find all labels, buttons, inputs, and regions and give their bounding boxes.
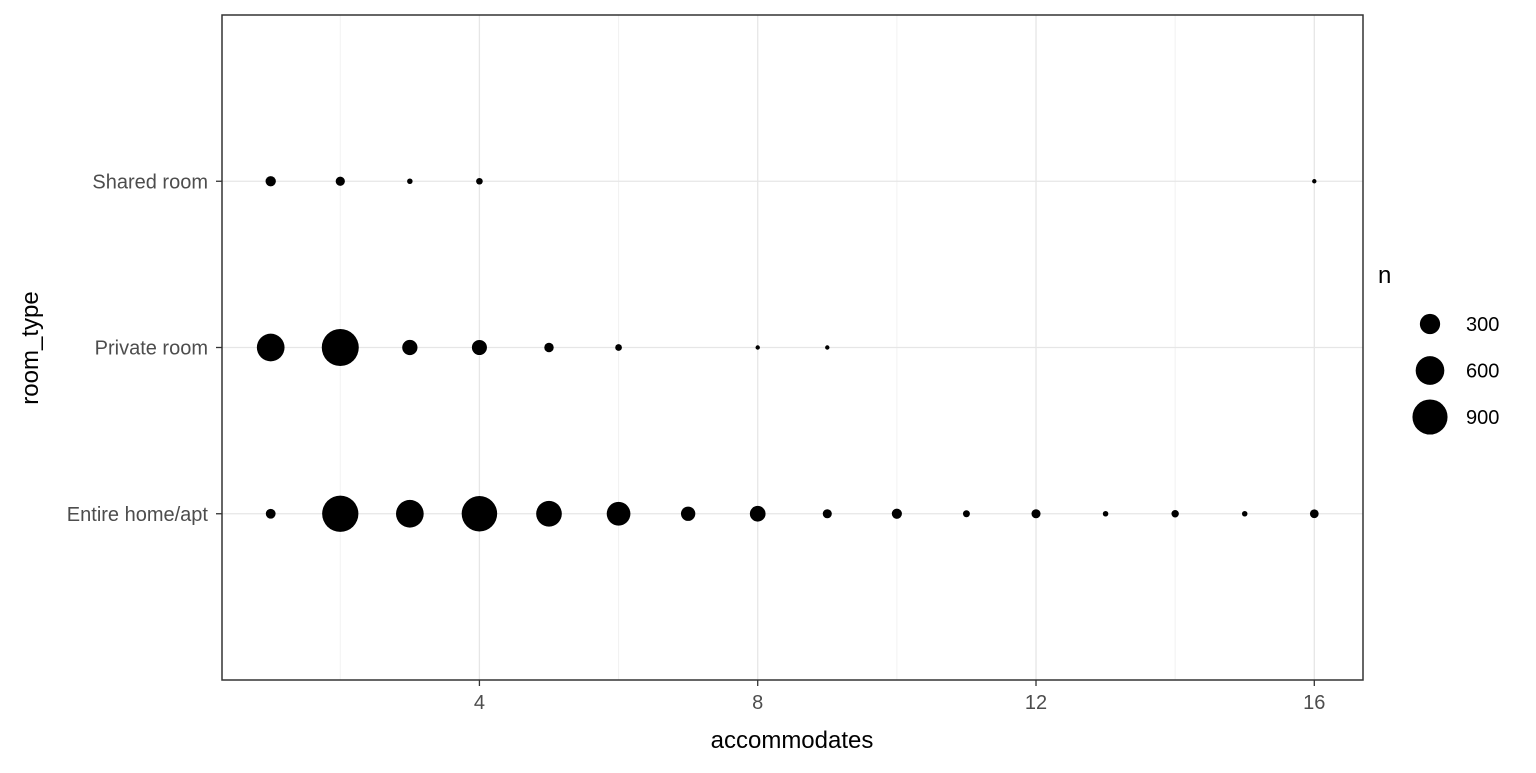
data-point [1031,509,1041,519]
x-tick-label: 16 [1303,692,1325,714]
data-point [402,339,418,356]
x-axis-title: accommodates [711,727,874,754]
data-point [536,500,562,527]
legend-key-symbol [1419,313,1441,335]
x-tick-label: 8 [752,692,763,714]
x-tick-label: 4 [474,692,485,714]
data-point [755,345,760,350]
legend-title: n [1378,262,1391,289]
points-layer [256,176,1319,532]
data-point [335,176,345,186]
data-point [476,177,483,185]
data-point [265,508,276,519]
data-point [1309,509,1319,519]
y-axis: Entire home/apt Private room Shared room [67,171,222,526]
data-point [680,506,696,521]
data-point [471,339,487,356]
data-point [544,342,554,353]
data-point [962,510,970,518]
data-point [1241,511,1248,517]
data-point [822,509,832,519]
legend-key-label: 900 [1466,407,1499,429]
data-point [825,345,830,350]
data-point [891,508,902,519]
legend-key-symbol [1415,356,1445,385]
data-point [1312,179,1317,184]
legend-keys: 300 600 900 [1412,313,1499,435]
legend-key-label: 300 [1466,314,1499,336]
data-point [749,505,766,522]
data-point [615,344,622,351]
grid-layer [222,15,1363,680]
data-point [256,333,285,362]
data-point [606,501,631,526]
data-point [1102,511,1109,517]
data-point [396,499,424,528]
data-point [461,496,498,532]
x-tick-label: 12 [1025,692,1047,714]
legend-key-label: 600 [1466,361,1499,383]
data-point [321,329,359,366]
data-point [407,178,413,184]
legend: n 300 600 900 [1378,262,1499,435]
data-point [1171,510,1179,518]
x-axis: 4 8 12 16 [474,680,1325,714]
y-tick-label: Entire home/apt [67,504,209,526]
data-point [265,176,276,187]
legend-key-symbol [1412,399,1448,435]
y-tick-label: Private room [95,338,208,360]
y-tick-label: Shared room [92,171,208,193]
y-axis-title: room_type [17,291,44,404]
data-point [322,495,359,532]
